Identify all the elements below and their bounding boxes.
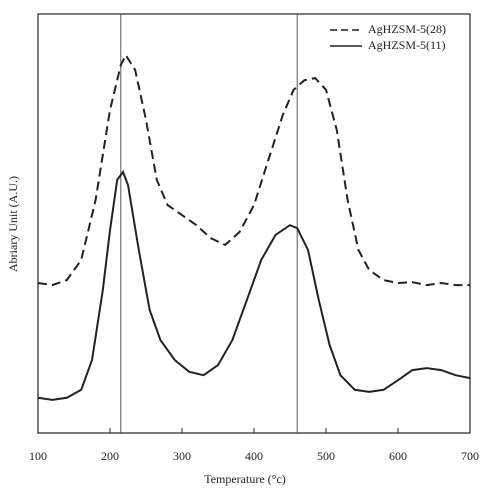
line-series — [37, 169, 471, 401]
y-axis-label: Abriary Unit (A.U.) — [6, 176, 20, 272]
x-tick-label: 400 — [245, 449, 263, 463]
x-tick-label: 500 — [317, 449, 335, 463]
plot-frame — [37, 13, 471, 434]
x-tick-label: 200 — [101, 449, 119, 463]
x-axis-label: Temperature (°c) — [204, 472, 286, 486]
x-tick-label: 600 — [389, 449, 407, 463]
x-tick-label: 700 — [461, 449, 479, 463]
legend-label: AgHZSM-5(28) — [368, 22, 446, 36]
legend-label: AgHZSM-5(11) — [368, 38, 446, 52]
x-tick-label: 100 — [29, 449, 47, 463]
x-tick-label: 300 — [173, 449, 191, 463]
line-series — [37, 53, 470, 287]
